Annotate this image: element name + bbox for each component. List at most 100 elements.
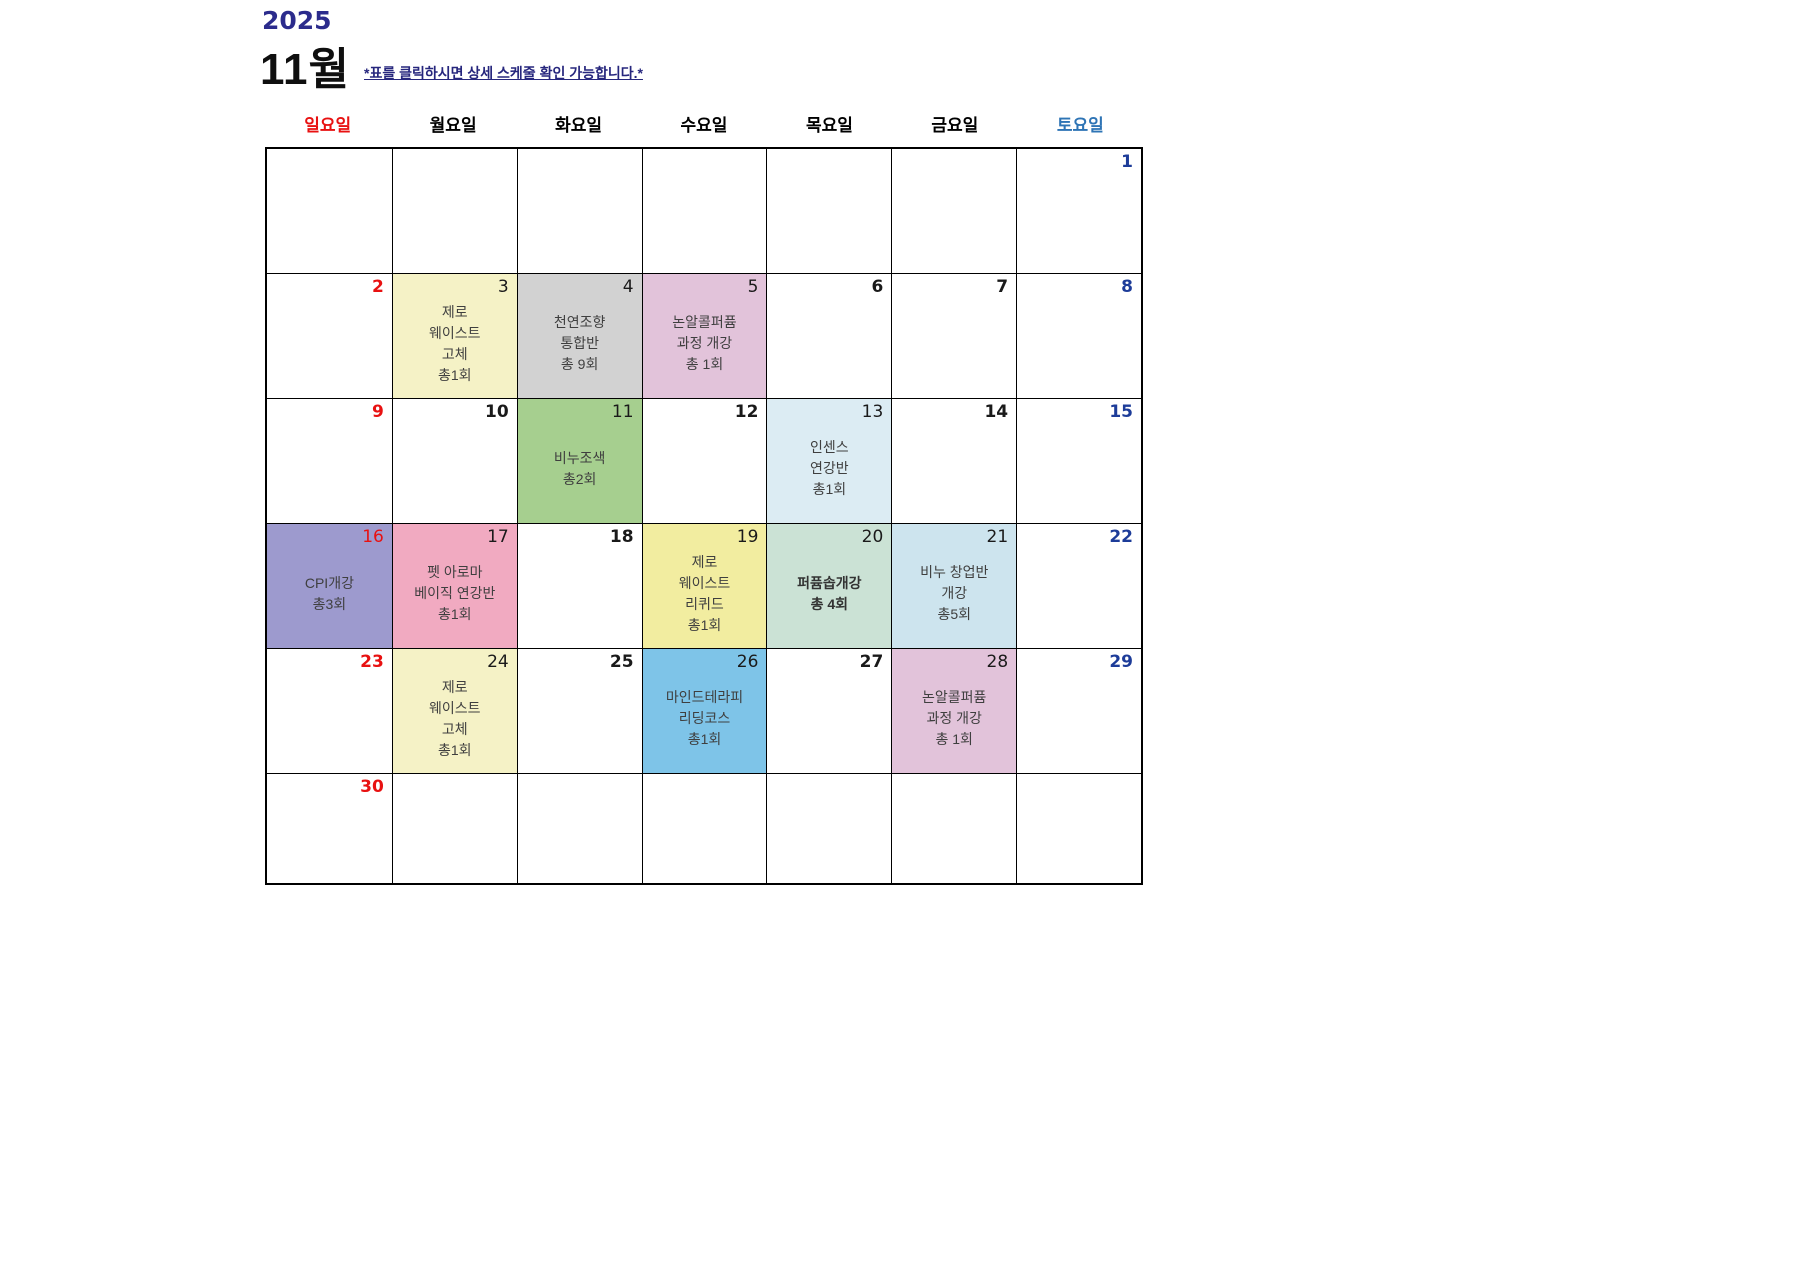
calendar-cell-empty [516, 773, 642, 883]
day-number [892, 774, 1016, 777]
calendar-cell-day-28[interactable]: 28 논알콜퍼퓸 과정 개강 총 1회 [891, 648, 1017, 773]
calendar-cell-empty [267, 149, 392, 273]
event-line: 펫 아로마 [427, 564, 483, 580]
day-number: 22 [1109, 527, 1133, 547]
calendar-cell-day-4[interactable]: 4 천연조향 통합반 총 9회 [516, 273, 642, 398]
day-number [518, 774, 642, 777]
calendar-cell-day-9: 9 [267, 398, 392, 523]
day-number: 1 [1121, 152, 1133, 172]
event-line: 연강반 [810, 460, 849, 476]
day-number: 8 [1121, 277, 1133, 297]
calendar-cell-empty [891, 149, 1016, 273]
day-number [643, 149, 767, 152]
day-number: 21 [986, 527, 1009, 547]
day-number [767, 774, 891, 777]
calendar-cell-day-7: 7 [891, 273, 1017, 398]
day-number [393, 774, 517, 777]
calendar-cell-day-3[interactable]: 3 제로 웨이스트 고체 총1회 [391, 273, 517, 398]
day-number: 17 [487, 527, 509, 547]
day-number: 7 [996, 277, 1009, 297]
event-line: 총1회 [438, 366, 472, 383]
calendar-cell-empty [766, 149, 891, 273]
calendar-grid: 1 2 3 제로 웨이스트 고체 총1회 4 천연조향 통합반 총 9회 5 논알콜퍼퓸 과정 개강 총 1… [265, 147, 1143, 885]
weekday-header-4: 목요일 [805, 115, 853, 135]
calendar-cell-day-6: 6 [766, 273, 892, 398]
day-number [267, 149, 392, 152]
year-title: 2025 [262, 6, 332, 35]
event-line: 퍼퓸솝개강 [797, 574, 862, 591]
event-line: 논알콜퍼퓸 [672, 314, 737, 330]
calendar-cell-empty [1016, 773, 1141, 883]
day-number: 26 [736, 652, 759, 672]
event-line: 총5회 [937, 606, 971, 622]
weekday-header-3: 수요일 [680, 115, 728, 135]
day-number: 24 [487, 652, 509, 672]
event-line: 총2회 [562, 470, 597, 487]
calendar-cell-empty [641, 149, 767, 273]
event-text: 인센스 연강반 총1회 [767, 422, 891, 523]
day-number: 20 [861, 527, 884, 547]
calendar-cell-day-27: 27 [766, 648, 892, 773]
event-text: 제로 웨이스트 리퀴드 총1회 [643, 547, 767, 648]
calendar-cell-day-11[interactable]: 11 비누조색 총2회 [516, 398, 642, 523]
event-line: 개강 [941, 585, 968, 601]
event-line: 총 9회 [560, 356, 599, 372]
weekday-header-0: 일요일 [304, 115, 352, 135]
day-number: 27 [859, 652, 884, 672]
day-number: 15 [1109, 402, 1133, 422]
event-line: 리딩코스 [678, 710, 731, 726]
day-number: 29 [1109, 652, 1133, 672]
event-line: 비누조색 [553, 449, 606, 466]
calendar-cell-day-19[interactable]: 19 제로 웨이스트 리퀴드 총1회 [641, 523, 767, 648]
event-text: 제로 웨이스트 고체 총1회 [393, 672, 517, 773]
calendar-cell-day-1: 1 [1016, 149, 1141, 273]
event-line: 제로 [691, 553, 718, 570]
event-line: 마인드테라피 [665, 689, 744, 705]
event-line: 총1회 [687, 731, 722, 747]
weekday-header-5: 금요일 [931, 115, 979, 135]
event-line: 웨이스트 [429, 699, 481, 716]
detail-schedule-link[interactable]: *표를 클릭하시면 상세 스케줄 확인 가능합니다.* [364, 65, 643, 81]
event-line: 비누 창업반 [920, 564, 989, 580]
calendar-cell-day-8: 8 [1016, 273, 1141, 398]
event-line: 총1회 [438, 606, 472, 622]
event-line: 인센스 [810, 439, 849, 455]
day-number: 5 [747, 277, 759, 297]
calendar-cell-day-25: 25 [516, 648, 642, 773]
day-number: 12 [734, 402, 759, 422]
calendar-cell-day-24[interactable]: 24 제로 웨이스트 고체 총1회 [391, 648, 517, 773]
calendar-cell-day-30: 30 [267, 773, 392, 883]
calendar-cell-day-5[interactable]: 5 논알콜퍼퓸 과정 개강 총 1회 [641, 273, 767, 398]
weekday-header-6: 토요일 [1056, 115, 1104, 135]
calendar-cell-day-18: 18 [516, 523, 642, 648]
calendar-cell-day-13[interactable]: 13 인센스 연강반 총1회 [766, 398, 892, 523]
calendar-cell-day-10: 10 [391, 398, 517, 523]
calendar-cell-day-23: 23 [267, 648, 392, 773]
day-number: 4 [622, 277, 634, 297]
event-line: 총 1회 [935, 731, 973, 747]
calendar-cell-empty [891, 773, 1017, 883]
calendar-cell-day-16[interactable]: 16 CPI개강 총3회 [267, 523, 392, 648]
event-line: 천연조향 [553, 314, 606, 330]
calendar-cell-day-29: 29 [1016, 648, 1141, 773]
event-line: 총3회 [312, 595, 347, 612]
event-line: 베이직 연강반 [414, 585, 496, 601]
weekday-header-1: 월요일 [429, 115, 477, 135]
event-line: 제로 [441, 303, 468, 320]
month-title: 11월 [260, 45, 350, 94]
calendar-cell-day-12: 12 [641, 398, 767, 523]
day-number [643, 774, 767, 777]
day-number: 30 [360, 777, 384, 797]
day-number: 13 [861, 402, 884, 422]
day-number: 25 [609, 652, 634, 672]
event-text: 논알콜퍼퓸 과정 개강 총 1회 [892, 672, 1016, 773]
calendar-cell-empty [391, 773, 517, 883]
event-line: 총 4회 [810, 595, 849, 612]
weekday-header-2: 화요일 [555, 115, 603, 135]
